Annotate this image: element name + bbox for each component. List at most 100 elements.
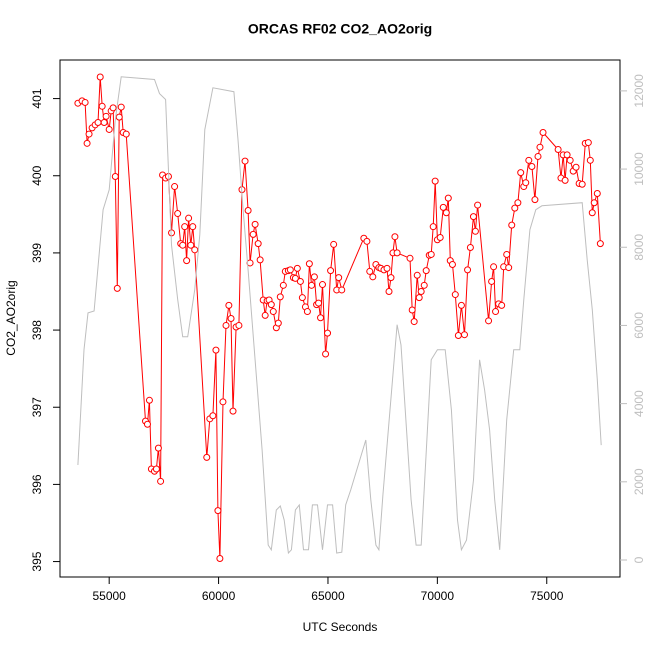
y-tick-label: 400 bbox=[30, 165, 44, 185]
data-point bbox=[327, 267, 335, 275]
data-point bbox=[586, 156, 594, 164]
data-point bbox=[254, 240, 262, 248]
data-point bbox=[393, 249, 401, 257]
data-point bbox=[117, 103, 125, 111]
data-point bbox=[102, 112, 110, 120]
data-point bbox=[296, 277, 304, 285]
data-point bbox=[244, 206, 252, 214]
data-point bbox=[588, 209, 596, 217]
y-axis-label: CO2_AO2orig bbox=[4, 280, 18, 355]
data-point bbox=[96, 73, 104, 81]
y2-tick-label: 0 bbox=[632, 556, 646, 563]
data-point bbox=[536, 143, 544, 151]
data-point bbox=[83, 139, 91, 147]
data-point bbox=[330, 240, 338, 248]
data-point bbox=[517, 169, 525, 177]
data-point bbox=[174, 210, 182, 218]
data-point bbox=[531, 196, 539, 204]
data-point bbox=[219, 398, 227, 406]
data-point bbox=[525, 156, 533, 164]
data-point bbox=[338, 286, 346, 294]
data-point bbox=[303, 308, 311, 316]
data-point bbox=[498, 301, 506, 309]
data-point bbox=[113, 284, 121, 292]
data-point bbox=[105, 125, 113, 133]
data-point bbox=[383, 264, 391, 272]
data-point bbox=[563, 151, 571, 159]
data-point bbox=[590, 199, 598, 207]
data-point bbox=[225, 301, 233, 309]
data-point bbox=[514, 199, 522, 207]
data-point bbox=[115, 113, 123, 121]
y-tick-label: 397 bbox=[30, 397, 44, 417]
data-point bbox=[503, 250, 511, 258]
data-point bbox=[485, 317, 493, 325]
y-tick-label: 399 bbox=[30, 243, 44, 263]
data-point bbox=[561, 176, 569, 184]
data-point bbox=[249, 230, 257, 238]
data-point bbox=[596, 240, 604, 248]
data-point bbox=[469, 213, 477, 221]
data-point bbox=[413, 271, 421, 279]
x-tick-label: 70000 bbox=[421, 589, 455, 603]
data-point bbox=[122, 130, 130, 138]
data-point bbox=[369, 273, 377, 281]
data-point bbox=[431, 177, 439, 185]
data-point bbox=[387, 274, 395, 282]
data-point bbox=[187, 241, 195, 249]
data-point bbox=[98, 102, 106, 110]
data-point bbox=[171, 183, 179, 191]
data-point bbox=[310, 273, 318, 281]
data-point bbox=[261, 311, 269, 319]
y2-tick-label: 4000 bbox=[632, 390, 646, 417]
data-point bbox=[203, 453, 211, 461]
data-point bbox=[216, 554, 224, 562]
data-point bbox=[111, 173, 119, 181]
data-point bbox=[454, 331, 462, 339]
data-point bbox=[566, 156, 574, 164]
data-point bbox=[366, 267, 374, 275]
data-point bbox=[109, 104, 117, 112]
y2-tick-label: 8000 bbox=[632, 234, 646, 261]
data-point bbox=[578, 180, 586, 188]
data-point bbox=[227, 315, 235, 322]
data-point bbox=[457, 301, 465, 309]
x-axis-label: UTC Seconds bbox=[303, 620, 378, 634]
data-point bbox=[406, 254, 414, 262]
data-point bbox=[267, 301, 275, 309]
data-point bbox=[439, 203, 447, 211]
data-point bbox=[81, 98, 89, 106]
chart-title: ORCAS RF02 CO2_AO2orig bbox=[248, 21, 432, 37]
data-point bbox=[539, 129, 547, 137]
data-point bbox=[505, 264, 513, 272]
data-point bbox=[235, 321, 243, 329]
data-point bbox=[214, 507, 222, 515]
data-point bbox=[209, 412, 217, 420]
data-point bbox=[528, 162, 536, 170]
data-point bbox=[464, 266, 472, 274]
data-point bbox=[256, 256, 264, 264]
data-point bbox=[222, 321, 230, 329]
x-tick-label: 55000 bbox=[92, 589, 126, 603]
y-tick-label: 401 bbox=[30, 88, 44, 108]
data-point bbox=[466, 244, 474, 252]
data-point bbox=[94, 119, 102, 127]
y-tick-label: 398 bbox=[30, 320, 44, 340]
data-point bbox=[572, 163, 580, 171]
data-point bbox=[391, 233, 399, 241]
data-point bbox=[534, 152, 542, 160]
y2-tick-label: 2000 bbox=[632, 468, 646, 495]
data-point bbox=[152, 465, 160, 473]
data-point bbox=[318, 281, 326, 289]
data-point bbox=[298, 294, 306, 302]
data-point bbox=[488, 277, 496, 285]
data-point bbox=[85, 130, 93, 138]
data-point bbox=[422, 267, 430, 275]
data-point bbox=[593, 189, 601, 197]
data-point bbox=[291, 274, 299, 282]
data-point bbox=[474, 201, 482, 209]
data-point bbox=[442, 209, 450, 217]
data-point bbox=[145, 396, 153, 404]
data-point bbox=[317, 314, 325, 322]
